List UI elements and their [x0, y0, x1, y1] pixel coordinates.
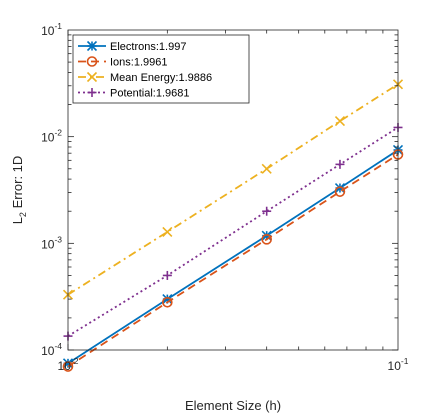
data-point	[162, 297, 173, 308]
data-point	[261, 163, 272, 174]
legend-label: Potential:1.9681	[110, 88, 190, 100]
tick-base: 10	[41, 344, 55, 358]
y-axis-title-subscript: 2	[18, 212, 28, 217]
legend-label: Mean Energy:1.9886	[110, 72, 212, 84]
tick-base: 10	[58, 359, 72, 373]
marker-stroke	[86, 71, 98, 83]
tick-exponent: -1	[54, 21, 62, 31]
x-tick-label: 10-2	[58, 356, 79, 373]
tick-exponent: -4	[54, 341, 62, 351]
tick-exponent: -2	[54, 128, 62, 138]
series-layer	[62, 79, 404, 372]
legend-entry-3: Mean Energy:1.9886	[78, 71, 212, 84]
x-axis-title: Element Size (h)	[185, 398, 281, 413]
legend-swatch-marker	[87, 88, 97, 97]
tick-exponent: -2	[71, 356, 79, 366]
y-tick-label: 10-1	[41, 21, 62, 38]
legend-label: Electrons:1.997	[110, 41, 186, 53]
data-point	[162, 270, 172, 280]
y-axis-title: L2 Error: 1D	[10, 156, 28, 225]
legend-label: Ions:1.9961	[110, 57, 168, 69]
tick-exponent: -1	[401, 356, 409, 366]
legend-swatch-marker	[86, 71, 98, 83]
legend-entry-1: Electrons:1.997	[78, 40, 186, 53]
y-tick-label: 10-3	[41, 234, 62, 251]
marker-circle	[162, 297, 173, 308]
legend-entry-4: Potential:1.9681	[78, 88, 190, 100]
legend-entry-2: Ions:1.9961	[78, 56, 168, 69]
tick-base: 10	[41, 24, 55, 38]
tick-base: 10	[388, 359, 402, 373]
ticks-layer: 10-2 10-110-410-310-210-1	[41, 21, 409, 373]
legend-swatch-marker	[86, 56, 98, 67]
plot-area-frame	[67, 29, 399, 351]
tick-exponent: -3	[54, 234, 62, 244]
data-point	[334, 116, 346, 127]
y-tick-label: 10-2	[41, 128, 62, 145]
data-point	[261, 234, 272, 245]
y-tick-label: 10-4	[41, 341, 62, 358]
tick-base: 10	[41, 131, 55, 145]
marker-stroke	[261, 163, 272, 174]
data-point	[262, 206, 272, 216]
x-tick-label: 10-1	[388, 356, 409, 373]
marker-circle	[334, 186, 346, 197]
marker-circle	[62, 361, 74, 372]
data-point	[334, 186, 346, 197]
marker-circle	[86, 56, 98, 67]
legend-swatch-marker	[86, 40, 98, 52]
marker-stroke	[162, 226, 173, 237]
tick-base: 10	[41, 237, 55, 251]
data-point	[62, 361, 74, 372]
marker-stroke	[334, 116, 346, 127]
marker-circle	[261, 234, 272, 245]
y-axis-title-rest: Error: 1D	[10, 156, 25, 212]
data-point	[162, 226, 173, 237]
series-1	[62, 144, 404, 369]
series-2	[62, 149, 404, 372]
data-point	[335, 159, 345, 169]
y-axis-title-main: L	[10, 217, 25, 224]
legend: Electrons:1.997 Ions:1.9961 Mean Energy:1.…	[72, 34, 250, 104]
series-line	[67, 153, 399, 368]
